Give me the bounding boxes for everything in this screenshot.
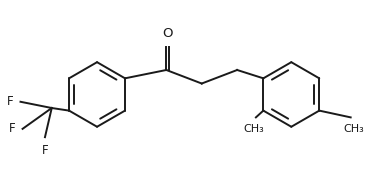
Text: F: F — [7, 95, 14, 108]
Text: F: F — [42, 144, 48, 157]
Text: O: O — [163, 27, 173, 40]
Text: F: F — [9, 122, 16, 135]
Text: CH₃: CH₃ — [243, 124, 264, 134]
Text: CH₃: CH₃ — [343, 124, 364, 134]
